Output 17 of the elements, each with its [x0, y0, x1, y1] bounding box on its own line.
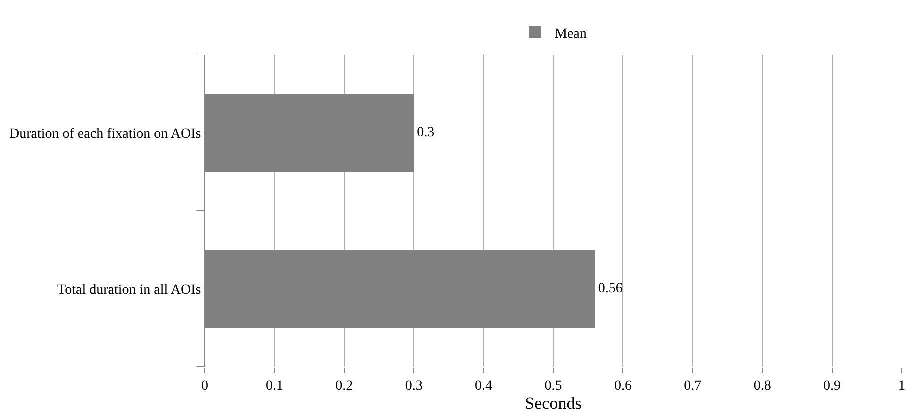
x-tick-label: 0 [202, 378, 208, 394]
data-label: 0.3 [417, 126, 435, 140]
x-tick-label: 0.1 [266, 378, 284, 394]
x-tick-label: 0.9 [824, 378, 842, 394]
x-tick-label: 0.8 [754, 378, 772, 394]
x-axis-title: Seconds [525, 394, 582, 414]
legend-label: Mean [555, 26, 587, 42]
y-tick-label: Duration of each fixation on AOIs [10, 126, 202, 142]
x-tick-label: 0.3 [405, 378, 423, 394]
x-tick-label: 0.6 [614, 378, 632, 394]
x-tick-label: 0.2 [336, 378, 354, 394]
x-tick-label: 0.7 [684, 378, 702, 394]
data-label: 0.56 [598, 282, 623, 296]
x-tick-label: 0.5 [544, 378, 562, 394]
x-tick-label: 1 [898, 378, 906, 394]
y-tick-label: Total duration in all AOIs [58, 282, 202, 298]
x-tick-label: 0.4 [475, 378, 493, 394]
